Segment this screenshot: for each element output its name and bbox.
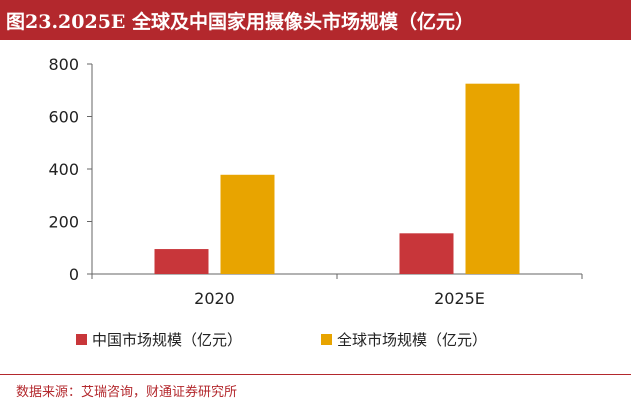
chart-title: 图23.2025E 全球及中国家用摄像头市场规模（亿元） xyxy=(6,11,475,33)
y-axis: 0 200 400 600 800 xyxy=(48,55,93,284)
bar-global-2020 xyxy=(220,174,275,274)
bar-global-2025e xyxy=(465,83,520,274)
source-note: 数据来源：艾瑞咨询，财通证券研究所 xyxy=(16,385,238,400)
y-tick-label: 200 xyxy=(48,213,79,232)
y-tick-label: 800 xyxy=(48,55,79,74)
legend-swatch xyxy=(76,334,87,345)
bar-china-2020 xyxy=(154,249,209,274)
x-tick-label: 2020 xyxy=(194,289,235,308)
x-tick-label: 2025E xyxy=(434,289,485,308)
x-axis: 2020 2025E xyxy=(91,273,583,308)
bar-chart: 0 200 400 600 800 2020 2025E 中国市场规模（亿元） 全球市场规模… xyxy=(48,55,583,349)
y-tick-label: 600 xyxy=(48,108,79,127)
legend-label: 全球市场规模（亿元） xyxy=(337,331,487,349)
bar-china-2025e xyxy=(399,233,454,274)
legend-label: 中国市场规模（亿元） xyxy=(92,331,242,349)
legend: 中国市场规模（亿元） 全球市场规模（亿元） xyxy=(76,331,487,349)
y-tick-label: 0 xyxy=(69,265,79,284)
bars xyxy=(154,83,520,274)
legend-swatch xyxy=(321,334,332,345)
source-divider xyxy=(0,374,631,375)
chart-title-bar: 图23.2025E 全球及中国家用摄像头市场规模（亿元） xyxy=(0,0,631,40)
y-tick-label: 400 xyxy=(48,160,79,179)
